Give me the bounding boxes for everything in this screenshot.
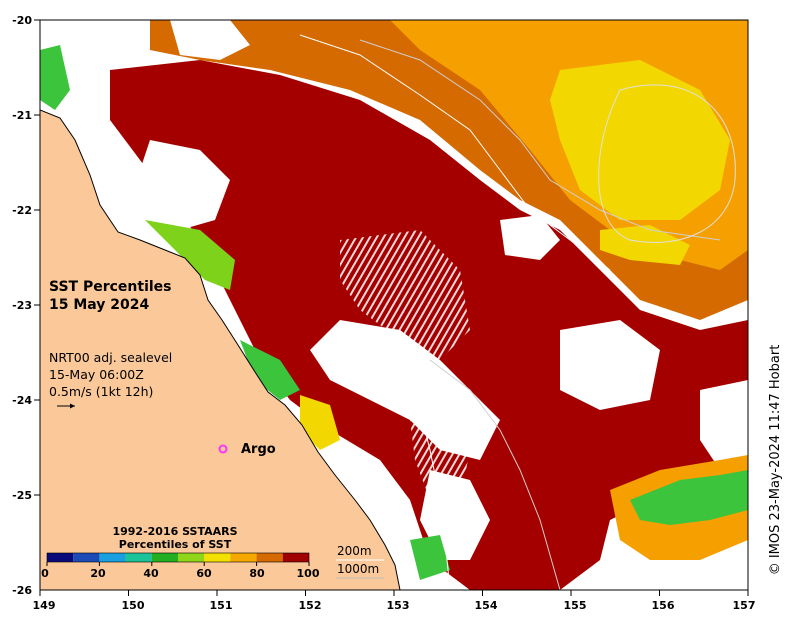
legend-frame — [46, 552, 310, 563]
land-mass — [40, 109, 401, 590]
cloud-patch-5 — [700, 380, 748, 470]
lat-tick-23: -23 — [12, 299, 32, 312]
sst-coastal-yellow — [300, 395, 340, 450]
info-line1: NRT00 adj. sealevel — [49, 350, 172, 365]
legend-tick-0: 0 — [41, 567, 49, 580]
sst-green-se — [630, 470, 748, 525]
legend-swatch — [99, 553, 126, 562]
lat-tick-26: -26 — [12, 584, 32, 597]
legend-swatch — [125, 553, 152, 562]
legend-swatch — [178, 553, 205, 562]
lon-tick-154: 154 — [475, 599, 498, 612]
legend-tick-40: 40 — [143, 567, 159, 580]
legend-swatch — [73, 553, 100, 562]
map-plot-area — [40, 20, 748, 590]
legend-tick-100: 100 — [297, 567, 320, 580]
lon-tick-149: 149 — [33, 599, 56, 612]
lon-tick-151: 151 — [210, 599, 233, 612]
lon-tick-157: 157 — [733, 599, 756, 612]
legend-title-line2: Percentiles of SST — [119, 538, 232, 551]
legend-tick-20: 20 — [90, 567, 106, 580]
legend-swatch — [47, 553, 74, 562]
argo-marker-icon[interactable] — [218, 444, 228, 454]
info-line2: 15-May 06:00Z — [49, 367, 144, 382]
legend-swatch — [204, 553, 231, 562]
velocity-scale-arrow-icon — [57, 403, 75, 409]
cloud-patch-2 — [310, 320, 500, 460]
legend-colorbar — [46, 552, 310, 566]
contour-legend-1000m: 1000m — [337, 562, 379, 576]
axis-ticks — [34, 19, 749, 596]
legend-swatch — [151, 553, 178, 562]
legend-tick-60: 60 — [196, 567, 212, 580]
legend-swatch — [230, 553, 257, 562]
lon-tick-156: 156 — [652, 599, 675, 612]
sst-yellow-ne — [550, 60, 730, 220]
argo-label: Argo — [241, 442, 276, 457]
cloud-patch-3 — [560, 320, 660, 410]
sst-green-south — [410, 535, 450, 580]
lat-tick-25: -25 — [12, 489, 32, 502]
legend-tick-80: 80 — [249, 567, 265, 580]
sst-coastal-green-1 — [145, 220, 235, 290]
sst-striped-band — [340, 230, 470, 360]
contour-ring — [598, 84, 736, 243]
credit-text: © IMOS 23-May-2024 11:47 Hobart — [768, 345, 783, 576]
contour-1000m — [359, 39, 721, 590]
lat-tick-24: -24 — [12, 394, 32, 407]
sst-nw-green — [40, 45, 70, 110]
lon-tick-153: 153 — [387, 599, 410, 612]
lat-tick-22: -22 — [12, 204, 32, 217]
lon-tick-155: 155 — [564, 599, 587, 612]
legend-swatch — [256, 553, 283, 562]
legend-title-line1: 1992-2016 SSTAARS — [112, 525, 237, 538]
lat-tick-21: -21 — [12, 109, 32, 122]
map-title-line1: SST Percentiles — [49, 279, 172, 295]
lon-tick-152: 152 — [299, 599, 322, 612]
contour-200m — [299, 34, 611, 590]
legend-swatch — [282, 553, 309, 562]
sst-coastal-green-2 — [240, 340, 300, 400]
lat-tick-20: -20 — [12, 14, 32, 27]
cloud-patch-6 — [170, 20, 250, 60]
map-title-line2: 15 May 2024 — [49, 297, 150, 313]
lon-tick-150: 150 — [122, 599, 145, 612]
sst-yellow-ne-2 — [600, 225, 690, 265]
cloud-patch-1 — [140, 140, 230, 230]
info-line3: 0.5m/s (1kt 12h) — [49, 384, 153, 399]
cloud-patch-4 — [500, 215, 560, 260]
contour-legend-200m: 200m — [337, 544, 372, 558]
